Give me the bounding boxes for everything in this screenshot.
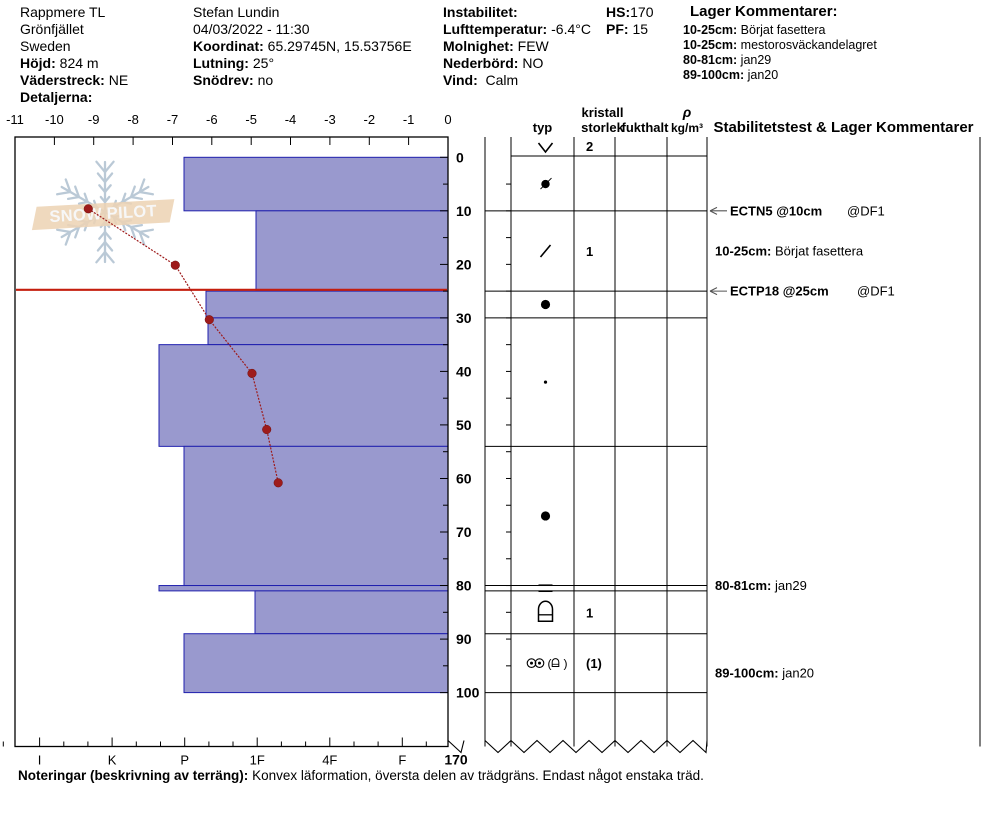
svg-text:1: 1	[586, 605, 593, 620]
svg-text:-5: -5	[245, 112, 257, 127]
svg-text:50: 50	[456, 417, 472, 433]
svg-text:storlek: storlek	[581, 120, 624, 135]
svg-text:(: (	[548, 656, 552, 670]
svg-text:(1): (1)	[586, 656, 602, 671]
svg-text:80-81cm: jan29: 80-81cm: jan29	[715, 578, 807, 593]
svg-text:P: P	[180, 753, 189, 768]
svg-text:60: 60	[456, 471, 472, 487]
svg-text:0: 0	[444, 112, 451, 127]
svg-text:100: 100	[456, 685, 480, 701]
svg-text:30: 30	[456, 310, 472, 326]
svg-text:-9: -9	[88, 112, 100, 127]
svg-text:ρ: ρ	[682, 104, 692, 120]
svg-text:-8: -8	[127, 112, 139, 127]
svg-text:K: K	[108, 753, 117, 768]
svg-text:-7: -7	[167, 112, 179, 127]
svg-text:-2: -2	[364, 112, 376, 127]
svg-text:ECTP18 @25cm: ECTP18 @25cm	[730, 284, 829, 299]
svg-text:4F: 4F	[322, 753, 337, 768]
svg-text:ECTN5 @10cm: ECTN5 @10cm	[730, 203, 822, 218]
svg-text:Stabilitetstest & Lager Kommen: Stabilitetstest & Lager Kommentarer	[713, 119, 973, 136]
svg-text:-4: -4	[285, 112, 297, 127]
svg-text:40: 40	[456, 363, 472, 379]
svg-text:80: 80	[456, 578, 472, 594]
svg-text:-10: -10	[45, 112, 64, 127]
svg-text:0: 0	[456, 149, 464, 165]
svg-text:-3: -3	[324, 112, 336, 127]
svg-text:20: 20	[456, 256, 472, 272]
svg-text:I: I	[38, 753, 42, 768]
svg-text:kristall: kristall	[582, 105, 624, 120]
svg-text:170: 170	[444, 752, 468, 768]
svg-text:-11: -11	[6, 112, 24, 127]
svg-text:kg/m³: kg/m³	[671, 121, 703, 135]
svg-text:1F: 1F	[250, 753, 265, 768]
svg-text:2: 2	[586, 139, 593, 154]
svg-text:@DF1: @DF1	[847, 203, 885, 218]
svg-text:89-100cm: jan20: 89-100cm: jan20	[715, 666, 814, 681]
svg-text:): )	[564, 656, 568, 670]
svg-text:10: 10	[456, 203, 472, 219]
svg-text:typ: typ	[533, 120, 553, 135]
svg-text:10-25cm: Börjat fasettera: 10-25cm: Börjat fasettera	[715, 244, 864, 259]
svg-text:F: F	[398, 753, 406, 768]
svg-text:70: 70	[456, 524, 472, 540]
svg-text:@DF1: @DF1	[857, 284, 895, 299]
svg-text:-1: -1	[403, 112, 415, 127]
svg-text:90: 90	[456, 631, 472, 647]
svg-text:1: 1	[586, 244, 593, 259]
svg-text:fukthalt: fukthalt	[622, 120, 670, 135]
svg-text:-6: -6	[206, 112, 218, 127]
